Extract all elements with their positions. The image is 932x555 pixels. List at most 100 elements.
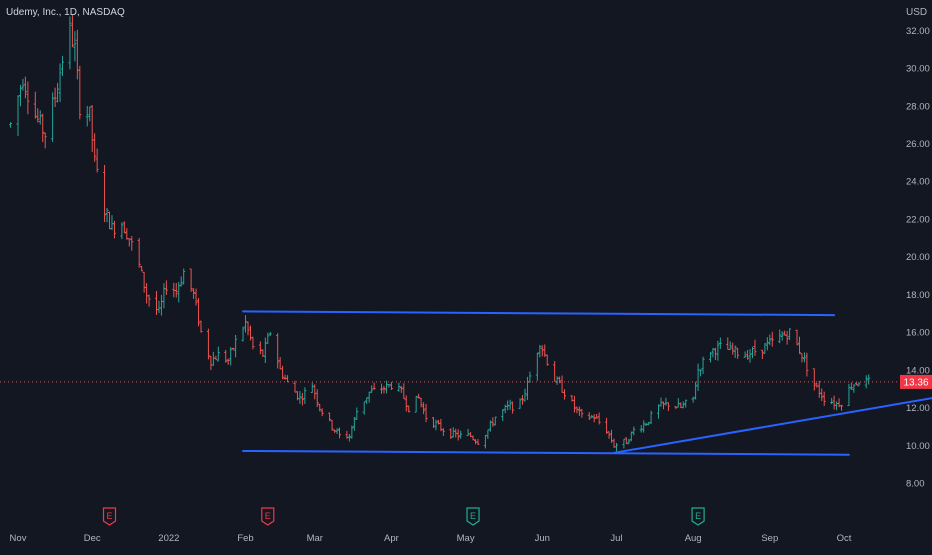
ohlc-bar <box>763 343 767 354</box>
ohlc-bar <box>162 283 166 309</box>
price-tick-label: 8.00 <box>906 479 925 490</box>
ohlc-bar <box>491 417 495 427</box>
ohlc-bar <box>303 387 307 404</box>
axis-currency-label: USD <box>906 7 927 18</box>
price-tick-label: 30.00 <box>906 64 930 75</box>
ohlc-bar <box>105 208 109 223</box>
time-axis[interactable]: Nov Dec 2022 Feb Mar Apr May Jun Jul Aug Sep Oct <box>10 533 852 544</box>
ohlc-bar <box>61 55 65 77</box>
ohlc-bar <box>112 220 116 239</box>
ohlc-bar <box>226 358 230 365</box>
ohlc-bar <box>629 431 633 442</box>
price-tick-label: 12.00 <box>906 403 930 414</box>
ohlc-bar <box>192 288 196 299</box>
ohlc-bar <box>174 282 178 298</box>
ohlc-bar <box>812 368 816 391</box>
ohlc-bar <box>58 63 62 103</box>
ohlc-bar <box>370 385 374 393</box>
time-tick-label: Oct <box>837 533 852 544</box>
ohlc-bar <box>73 31 77 62</box>
ohlc-bar <box>605 417 609 434</box>
ohlc-bar <box>449 428 453 440</box>
price-tick-label: 24.00 <box>906 177 930 188</box>
ohlc-bar <box>471 435 475 441</box>
ohlc-bar <box>849 382 853 390</box>
ohlc-bar <box>352 416 356 431</box>
ohlc-bar <box>244 315 248 333</box>
ohlc-bar <box>16 95 20 136</box>
ohlc-bar <box>642 420 646 433</box>
trendline[interactable] <box>242 449 850 456</box>
price-axis[interactable]: 34.0032.0030.0028.0026.0024.0022.0020.00… <box>906 0 930 490</box>
last-price-badge-bg <box>900 374 932 389</box>
ohlc-bar <box>197 298 201 327</box>
ohlc-bar <box>214 355 218 360</box>
ohlc-bar <box>85 105 89 127</box>
price-tick-label: 16.00 <box>906 328 930 339</box>
ohlc-bar <box>246 321 250 336</box>
ohlc-bar <box>765 337 769 351</box>
ohlc-bar <box>699 369 703 377</box>
ohlc-bar <box>545 354 549 366</box>
ohlc-bar <box>822 391 826 406</box>
ohlc-bar <box>731 342 735 355</box>
ohlc-bar <box>572 395 576 413</box>
ohlc-bar <box>528 371 532 383</box>
price-tick-label: 26.00 <box>906 139 930 150</box>
ohlc-bar <box>521 394 525 405</box>
ohlc-bar <box>795 329 799 346</box>
time-tick-label: May <box>457 533 475 544</box>
ohlc-bar <box>268 331 272 336</box>
ohlc-bar <box>575 406 579 414</box>
earnings-event-marker[interactable]: E <box>261 507 275 526</box>
ohlc-bar <box>261 349 265 357</box>
ohlc-bar <box>300 392 304 406</box>
time-tick-label: Aug <box>685 533 702 544</box>
ohlc-bar <box>511 401 515 414</box>
earnings-event-marker[interactable]: E <box>691 507 705 526</box>
ohlc-bar <box>708 352 712 363</box>
trendline[interactable] <box>613 396 932 454</box>
ohlc-bar <box>140 265 144 272</box>
ohlc-bar <box>434 419 438 431</box>
trendlines[interactable] <box>242 310 932 456</box>
ohlc-bar <box>41 113 45 143</box>
ohlc-bar <box>130 236 134 251</box>
price-tick-label: 32.00 <box>906 26 930 37</box>
ohlc-bar <box>258 341 262 355</box>
ohlc-bar <box>75 29 79 80</box>
ohlc-bar <box>523 388 527 402</box>
ohlc-bar <box>750 346 754 359</box>
ohlc-bar <box>110 215 114 231</box>
price-tick-label: 28.00 <box>906 101 930 112</box>
ohlc-bar <box>451 427 455 438</box>
earnings-event-marker[interactable]: E <box>102 507 117 526</box>
ohlc-bar <box>661 401 665 410</box>
ohlc-bar <box>407 405 411 413</box>
ohlc-bar <box>278 357 282 370</box>
ohlc-bar <box>852 384 856 393</box>
earnings-marker-label: E <box>695 511 701 521</box>
earnings-event-marker[interactable]: E <box>466 507 480 526</box>
ohlc-bar <box>493 416 497 426</box>
ohlc-bar <box>137 237 141 268</box>
ohlc-bar <box>320 408 324 417</box>
ohlc-bar <box>182 268 186 285</box>
last-price-label: 13.36 <box>903 377 928 388</box>
ohlc-bar <box>263 337 267 364</box>
trendline[interactable] <box>242 310 836 317</box>
ohlc-bar <box>142 271 146 293</box>
ohlc-bar <box>676 398 680 408</box>
ohlc-bar <box>639 424 643 433</box>
ohlc-bar <box>372 382 376 390</box>
ohlc-bar <box>632 426 636 436</box>
ohlc-bar <box>788 328 792 341</box>
ohlc-bar <box>577 406 581 416</box>
ohlc-bar <box>18 84 22 107</box>
time-tick-label: Sep <box>761 533 778 544</box>
ohlc-bar <box>733 345 737 358</box>
ohlc-bar <box>743 351 747 358</box>
